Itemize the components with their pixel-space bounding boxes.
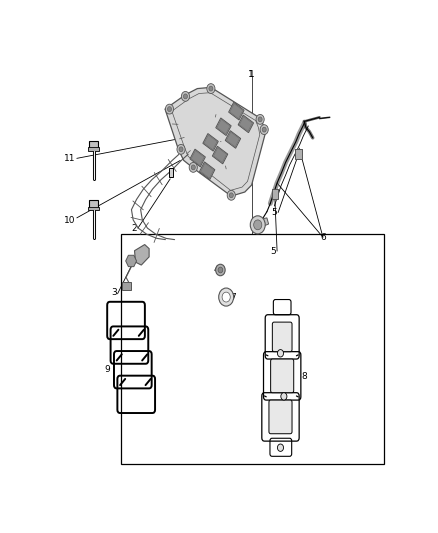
Circle shape xyxy=(256,115,264,124)
Bar xyxy=(295,149,301,159)
Text: 3: 3 xyxy=(111,288,117,297)
Polygon shape xyxy=(238,115,254,133)
Polygon shape xyxy=(199,162,215,180)
FancyBboxPatch shape xyxy=(269,400,292,434)
Polygon shape xyxy=(226,132,240,147)
Polygon shape xyxy=(204,135,217,150)
Circle shape xyxy=(218,267,223,273)
Text: 7: 7 xyxy=(230,293,236,302)
Text: 4: 4 xyxy=(213,265,219,274)
Circle shape xyxy=(184,94,187,99)
Polygon shape xyxy=(239,116,252,131)
Circle shape xyxy=(254,220,262,230)
Circle shape xyxy=(177,144,185,154)
Text: 9: 9 xyxy=(105,365,110,374)
FancyBboxPatch shape xyxy=(272,322,292,352)
Circle shape xyxy=(258,117,262,122)
Polygon shape xyxy=(134,245,149,265)
Polygon shape xyxy=(217,119,230,134)
Bar xyxy=(88,207,99,211)
Bar xyxy=(88,147,99,151)
Polygon shape xyxy=(229,102,244,120)
Circle shape xyxy=(207,84,215,93)
Polygon shape xyxy=(203,134,218,151)
Circle shape xyxy=(222,292,230,302)
Circle shape xyxy=(181,92,190,101)
Circle shape xyxy=(167,107,172,111)
Circle shape xyxy=(209,86,213,91)
Polygon shape xyxy=(165,87,265,196)
Circle shape xyxy=(219,288,233,306)
Polygon shape xyxy=(213,148,226,163)
Polygon shape xyxy=(212,146,228,164)
Circle shape xyxy=(166,104,173,114)
Circle shape xyxy=(260,125,268,134)
Polygon shape xyxy=(216,118,231,135)
Text: 2: 2 xyxy=(131,224,137,232)
Circle shape xyxy=(179,147,183,152)
Text: 8: 8 xyxy=(301,372,307,381)
Bar xyxy=(272,189,278,199)
Circle shape xyxy=(227,190,235,200)
Circle shape xyxy=(277,350,283,357)
Circle shape xyxy=(262,127,266,132)
Circle shape xyxy=(277,444,283,451)
Polygon shape xyxy=(191,150,204,165)
Circle shape xyxy=(250,216,265,234)
Polygon shape xyxy=(230,104,243,119)
Bar xyxy=(121,235,384,464)
Circle shape xyxy=(191,165,195,170)
Polygon shape xyxy=(126,255,137,266)
Text: 5: 5 xyxy=(270,247,276,256)
Polygon shape xyxy=(190,149,205,167)
Circle shape xyxy=(215,264,225,276)
FancyBboxPatch shape xyxy=(271,359,294,393)
Text: 1: 1 xyxy=(249,70,254,79)
Polygon shape xyxy=(225,131,240,148)
Circle shape xyxy=(281,393,287,400)
Text: 11: 11 xyxy=(64,154,76,163)
Circle shape xyxy=(229,193,233,198)
Bar xyxy=(89,200,98,207)
Text: 10: 10 xyxy=(64,216,76,225)
Polygon shape xyxy=(201,163,214,178)
Text: 5: 5 xyxy=(272,208,277,217)
Bar xyxy=(122,282,131,290)
Bar xyxy=(89,141,98,148)
Polygon shape xyxy=(255,218,268,228)
Text: 6: 6 xyxy=(321,232,326,241)
Text: 1: 1 xyxy=(248,70,254,79)
Circle shape xyxy=(189,163,197,172)
Bar xyxy=(169,168,173,177)
